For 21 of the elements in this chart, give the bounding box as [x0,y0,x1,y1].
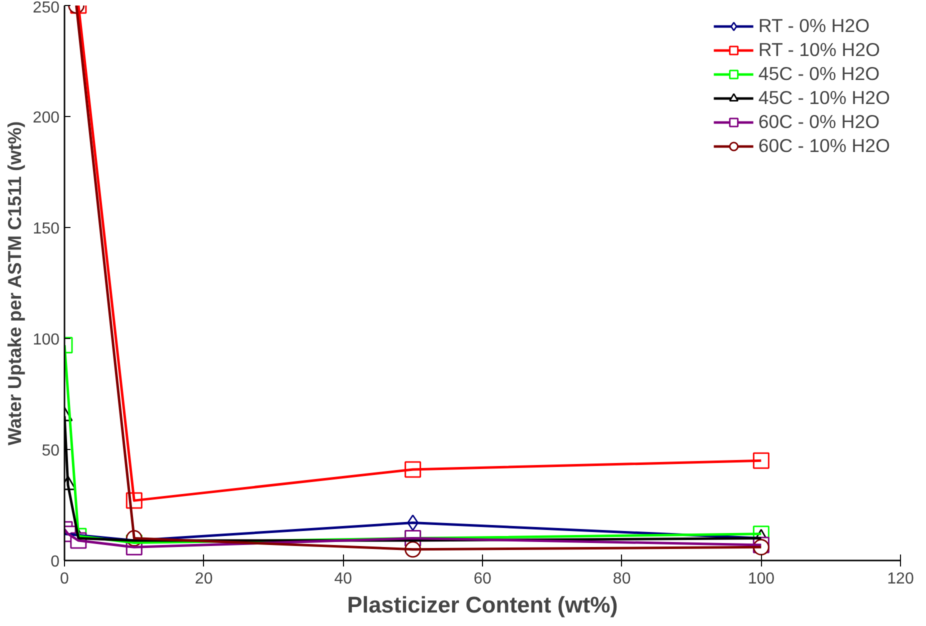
y-tick-label: 100 [32,332,60,348]
x-tick-label: 40 [334,570,352,588]
x-tick-label: 120 [887,570,914,588]
y-tick-label: 0 [50,554,60,570]
x-tick-label: 100 [748,570,775,588]
y-tick-label: 200 [32,110,60,126]
legend-label: RT - 10% H2O [758,39,880,61]
x-axis-title: Plasticizer Content (wt%) [347,592,618,618]
x-tick-label: 80 [612,570,631,588]
y-axis-title: Water Uptake per ASTM C1511 (wt%) [4,121,25,446]
y-tick-label: 150 [32,220,60,238]
x-tick-label: 20 [194,570,213,588]
legend-label: 60C - 0% H2O [758,111,880,133]
y-tick-label: 250 [32,0,60,16]
x-tick-label: 60 [474,570,492,588]
y-tick-label: 50 [42,442,60,460]
legend-label: 45C - 0% H2O [758,63,880,85]
legend-label: RT - 0% H2O [758,15,870,37]
legend-label: 45C - 10% H2O [758,87,890,109]
legend-label: 60C - 10% H2O [758,135,890,157]
point [752,452,770,469]
